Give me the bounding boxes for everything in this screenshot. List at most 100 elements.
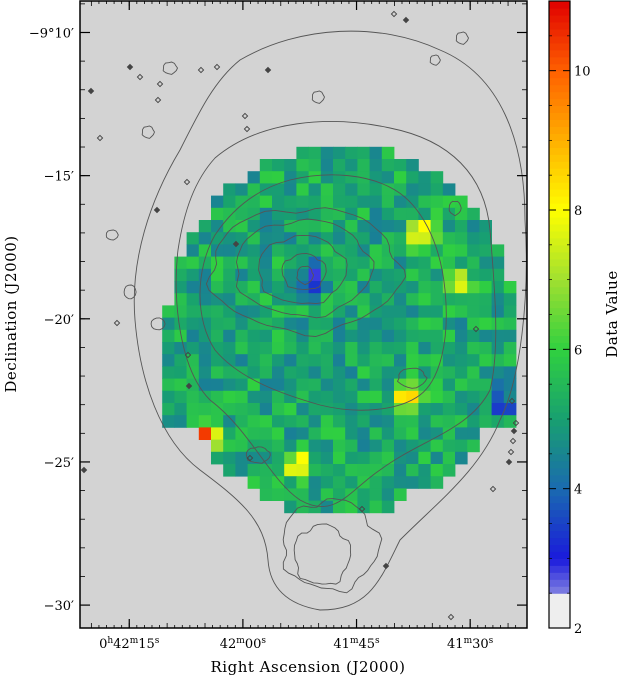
heatmap-cell <box>296 256 309 270</box>
heatmap-cell <box>320 390 334 404</box>
heatmap-cell <box>442 451 456 465</box>
colorbar-segment <box>549 147 570 155</box>
heatmap-cell <box>211 317 224 331</box>
heatmap-cell <box>418 415 431 428</box>
source-marker <box>246 454 254 462</box>
heatmap-cell <box>357 232 370 245</box>
heatmap-cell <box>320 354 334 367</box>
heatmap-cell <box>211 366 224 379</box>
heatmap-cell <box>455 232 468 245</box>
heatmap-cell <box>394 476 407 489</box>
heatmap-cell <box>272 415 285 428</box>
heatmap-cell <box>320 195 334 209</box>
colorbar-segment <box>549 133 570 141</box>
heatmap-cell <box>442 427 456 440</box>
heatmap-cell <box>479 415 492 428</box>
heatmap-cell <box>308 403 322 416</box>
heatmap-cell <box>174 342 187 355</box>
heatmap-cell <box>198 256 212 270</box>
heatmap-cell <box>235 415 248 428</box>
colorbar-segment <box>549 607 570 615</box>
source-markers <box>80 10 520 621</box>
heatmap-cell <box>272 354 285 367</box>
heatmap-cell <box>406 464 419 477</box>
contour-line <box>123 284 137 300</box>
heatmap-cell <box>467 244 480 257</box>
heatmap-cell <box>247 305 261 318</box>
contour-line <box>311 90 326 104</box>
heatmap-cell <box>467 305 480 318</box>
heatmap-cell <box>345 146 358 160</box>
heatmap-cell <box>369 293 383 306</box>
heatmap-cell <box>211 256 224 270</box>
colorbar-segment <box>549 502 570 511</box>
heatmap-cell <box>272 390 285 404</box>
heatmap-cell <box>284 476 297 489</box>
heatmap-cell <box>406 281 419 294</box>
heatmap-cell <box>345 268 358 282</box>
heatmap-cell <box>345 366 358 379</box>
heatmap-cell <box>369 390 383 404</box>
heatmap-cell <box>259 159 273 172</box>
heatmap-cell <box>235 403 248 416</box>
heatmap-cell <box>357 464 370 477</box>
colorbar-segment <box>549 119 570 127</box>
heatmap-cell <box>259 342 273 355</box>
heatmap-cell <box>357 403 370 416</box>
heatmap-cell <box>455 378 468 392</box>
heatmap-cell <box>369 244 383 257</box>
heatmap-cell <box>455 256 468 270</box>
heatmap-cell <box>345 354 358 367</box>
heatmap-cell <box>345 244 358 257</box>
heatmap-cell <box>430 329 444 343</box>
heatmap-cell <box>284 488 297 501</box>
heatmap-cell <box>333 329 346 343</box>
heatmap-cell <box>272 195 285 209</box>
heatmap-cell <box>357 183 370 196</box>
heatmap-cell <box>345 195 358 209</box>
heatmap-cell <box>381 476 395 489</box>
heatmap-cell <box>418 378 431 392</box>
heatmap-cell <box>308 451 322 465</box>
heatmap-cell <box>259 268 273 282</box>
heatmap-cell <box>247 268 261 282</box>
heatmap-cell <box>394 256 407 270</box>
heatmap-cell <box>223 329 236 343</box>
heatmap-cell <box>357 390 370 404</box>
colorbar-segment <box>549 537 570 545</box>
heatmap-cell <box>369 329 383 343</box>
heatmap-cell <box>357 305 370 318</box>
heatmap-cell <box>406 305 419 318</box>
source-marker <box>126 63 134 71</box>
heatmap-cell <box>320 256 334 270</box>
heatmap-cell <box>223 366 236 379</box>
heatmap-cell <box>394 439 407 453</box>
heatmap-cell <box>442 464 456 477</box>
source-marker <box>358 505 366 513</box>
heatmap-cell <box>394 317 407 331</box>
colorbar-segment <box>549 439 570 448</box>
heatmap-cell <box>394 390 407 404</box>
heatmap-cell <box>369 220 383 233</box>
heatmap-cell <box>455 281 468 294</box>
heatmap-cell <box>308 415 322 428</box>
colorbar-tick-label: 4 <box>574 483 582 498</box>
source-marker <box>197 66 205 74</box>
heatmap-cell <box>345 183 358 196</box>
heatmap-cell <box>211 329 224 343</box>
heatmap-cell <box>333 281 346 294</box>
heatmap-cell <box>259 207 273 221</box>
heatmap-cell <box>272 293 285 306</box>
heatmap-cell <box>406 390 419 404</box>
heatmap-cell <box>320 415 334 428</box>
heatmap-cell <box>272 476 285 489</box>
heatmap-cell <box>223 427 236 440</box>
heatmap-cell <box>503 354 517 367</box>
heatmap-cell <box>247 476 261 489</box>
source-marker <box>509 437 517 445</box>
heatmap-cell <box>345 378 358 392</box>
heatmap-cell <box>308 342 322 355</box>
heatmap-cell <box>296 354 309 367</box>
heatmap-cell <box>418 232 431 245</box>
heatmap-cell <box>211 305 224 318</box>
